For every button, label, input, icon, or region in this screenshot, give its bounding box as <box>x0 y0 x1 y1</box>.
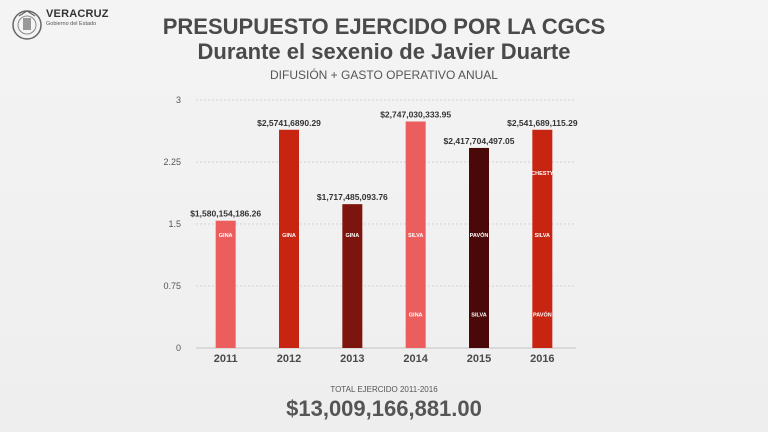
x-tick-label: 2016 <box>530 353 554 365</box>
data-label: $2,5741,6890.29 <box>257 118 321 128</box>
bar <box>532 129 553 348</box>
y-tick-label: 0 <box>176 343 181 353</box>
x-tick-label: 2011 <box>214 353 238 365</box>
bar <box>215 220 236 348</box>
x-tick-label: 2015 <box>467 353 491 365</box>
x-tick-label: 2013 <box>340 353 364 365</box>
segment-label: PAVÓN <box>470 231 489 239</box>
segment-label: GINA <box>345 233 359 239</box>
y-tick-label: 3 <box>176 95 181 105</box>
segment-label: GINA <box>409 313 423 319</box>
veracruz-logo <box>10 8 120 44</box>
segment-label: SILVA <box>471 313 486 319</box>
bar <box>469 147 489 348</box>
x-tick-label: 2014 <box>403 353 428 365</box>
data-label: $2,417,704,497.05 <box>444 136 515 146</box>
data-label: $1,580,154,186.26 <box>190 209 261 219</box>
segment-label: SILVA <box>408 233 423 239</box>
logo-sub-text: Gobierno del Estado <box>46 21 97 27</box>
y-tick-label: 0.75 <box>163 281 181 291</box>
data-label: $1,717,485,093.76 <box>317 192 388 202</box>
y-tick-label: 1.5 <box>168 219 181 229</box>
title-line-2: Durante el sexenio de Javier Duarte <box>197 39 571 64</box>
chart-subtitle: DIFUSIÓN + GASTO OPERATIVO ANUAL <box>270 68 498 82</box>
segment-label: GINA <box>219 233 233 239</box>
data-label: $2,541,689,115.29 <box>507 118 578 128</box>
coat-of-arms-icon <box>12 10 42 40</box>
bar <box>342 204 363 348</box>
total-label: TOTAL EJERCIDO 2011-2016 <box>330 385 438 394</box>
segment-label: PAVÓN <box>533 311 552 319</box>
segment-label: SILVA <box>535 233 550 239</box>
data-label: $2,747,030,333.95 <box>380 109 451 119</box>
total-value: $13,009,166,881.00 <box>286 396 482 421</box>
bar <box>405 121 426 348</box>
logo-text: VERACRUZ Gobierno del Estado <box>46 8 109 27</box>
y-tick-label: 2.25 <box>163 157 181 167</box>
title-line-1: PRESUPUESTO EJERCIDO POR LA CGCS <box>162 14 606 39</box>
bar <box>279 129 299 348</box>
segment-label: CHESTY <box>531 171 554 177</box>
x-tick-label: 2012 <box>277 353 301 365</box>
page-title: PRESUPUESTO EJERCIDO POR LA CGCS Durante… <box>0 14 768 64</box>
logo-main-text: VERACRUZ <box>46 8 109 20</box>
segment-label: GINA <box>282 233 296 239</box>
